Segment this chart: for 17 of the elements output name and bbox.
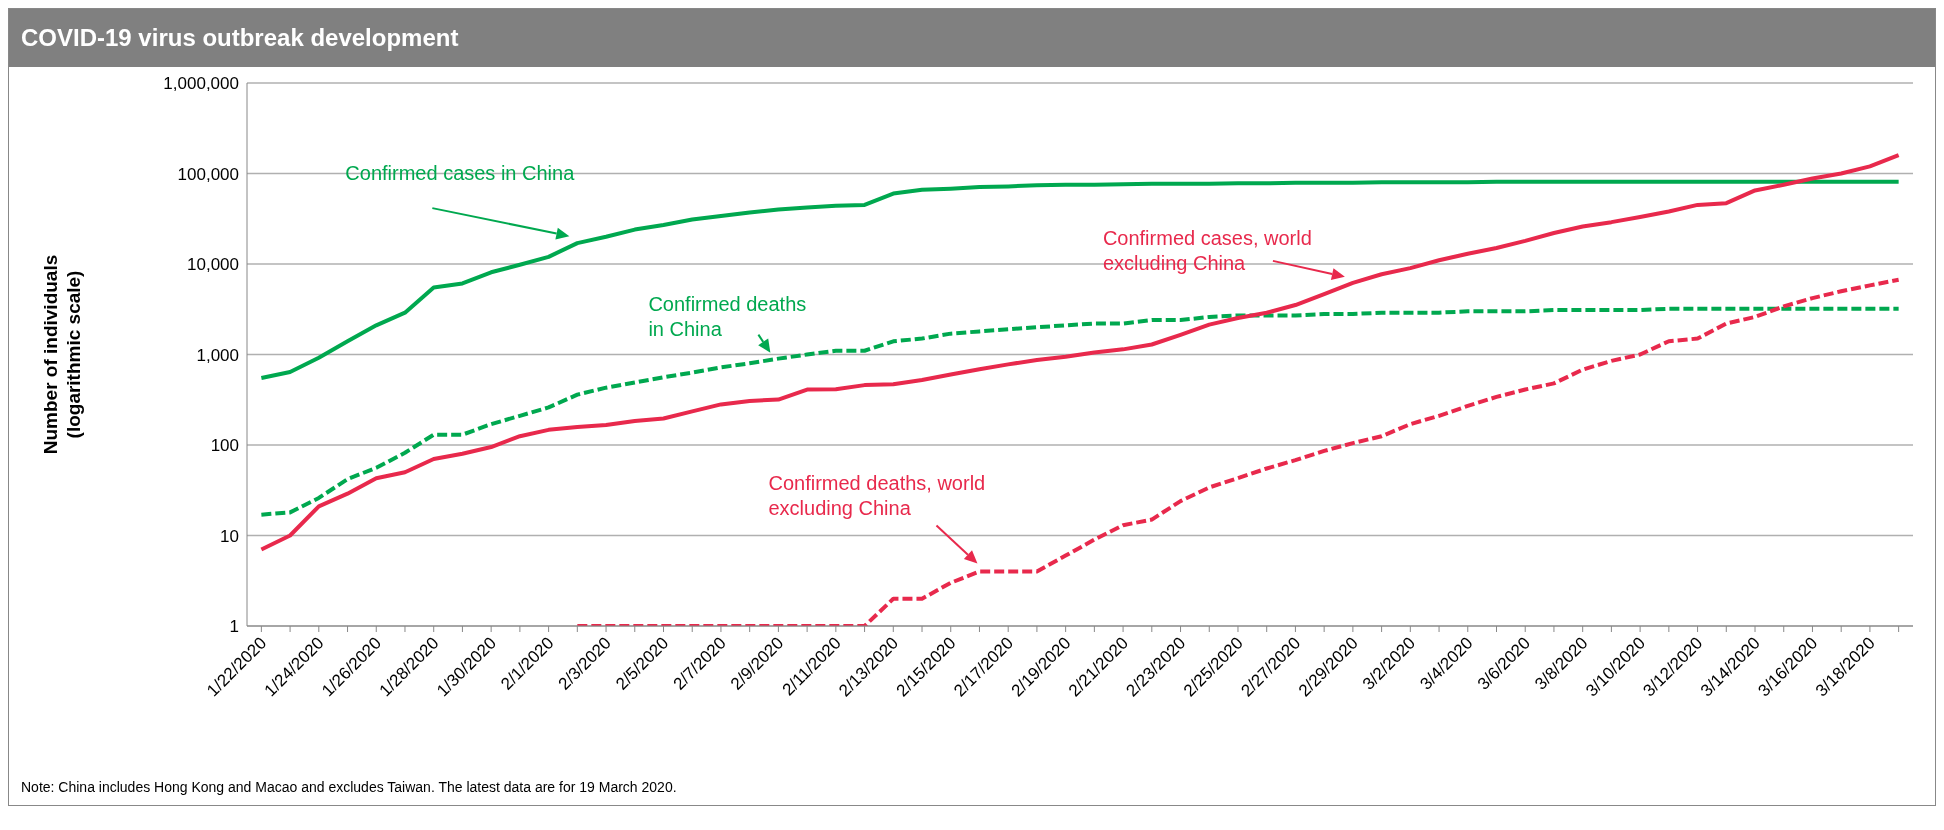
- y-tick-label: 10: [220, 526, 239, 546]
- series-label: Confirmed deaths in China: [648, 292, 807, 340]
- y-axis-title: Number of individuals (logarithmic scale): [40, 254, 84, 455]
- text: Note: China includes Hong Kong and Macao and excludes Taiwan. The latest data are for 19 March 2020.: [21, 779, 678, 795]
- y-tick-label: 1,000,000: [163, 74, 239, 94]
- y-tick-label: 10,000: [187, 255, 239, 275]
- line-series: [259, 153, 1901, 552]
- line-series: [259, 179, 1901, 380]
- y-tick-label: 1,000: [196, 345, 239, 365]
- text: Confirmed deaths, world excluding China: [768, 471, 986, 519]
- y-tick-label: 100,000: [177, 164, 239, 184]
- chart-title: COVID-19 virus outbreak development: [9, 9, 1935, 67]
- y-tick-label: 100: [210, 436, 239, 456]
- text: Confirmed cases in China: [345, 162, 576, 185]
- line-series: [575, 277, 1901, 626]
- y-tick-label: 1: [229, 617, 239, 637]
- series-label: Confirmed cases, world excluding China: [1102, 226, 1312, 274]
